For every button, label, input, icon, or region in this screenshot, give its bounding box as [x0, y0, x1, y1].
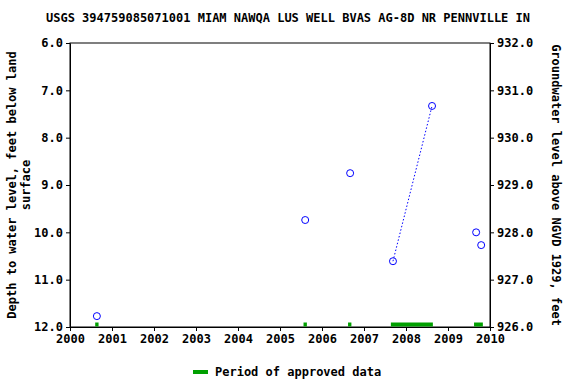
tick-label: 932.0 [497, 36, 533, 50]
chart: USGS 394759085071001 MIAM NAWQA LUS WELL… [0, 0, 576, 384]
tick-mark [66, 185, 70, 186]
approved-period [95, 323, 98, 327]
tick: 928.0 [490, 226, 533, 240]
tick-label: 2004 [224, 332, 253, 346]
tick-label: 931.0 [497, 84, 533, 98]
data-point [302, 217, 309, 224]
tick-mark [66, 138, 70, 139]
tick-label: 6.0 [41, 36, 63, 50]
tick-label: 2006 [308, 332, 337, 346]
tick-mark [406, 327, 407, 331]
x-axis: 2000200120022003200420052006200720082009… [56, 327, 505, 346]
tick-mark [322, 327, 323, 331]
tick: 2008 [392, 327, 421, 346]
approved-period [391, 323, 433, 327]
tick: 2009 [434, 327, 463, 346]
tick-label: 2005 [266, 332, 295, 346]
title: USGS 394759085071001 MIAM NAWQA LUS WELL… [46, 11, 530, 25]
tick-mark [490, 232, 494, 233]
y-axis-title: Depth to water level, feet below landsur… [5, 51, 33, 318]
tick-mark [490, 185, 494, 186]
tick: 6.0 [41, 36, 70, 50]
tick-label: 2003 [182, 332, 211, 346]
tick-mark [66, 280, 70, 281]
tick-mark [112, 327, 113, 331]
tick-mark [66, 327, 70, 328]
tick-mark [448, 327, 449, 331]
tick-label: 926.0 [497, 320, 533, 334]
tick-mark [490, 327, 494, 328]
tick-mark [66, 43, 70, 44]
data-point [478, 242, 485, 249]
tick-mark [196, 327, 197, 331]
series-line [393, 106, 432, 261]
tick-label: 7.0 [41, 84, 63, 98]
tick-mark [490, 90, 494, 91]
approved-period [474, 323, 483, 327]
tick: 932.0 [490, 36, 533, 50]
tick: 7.0 [41, 84, 70, 98]
data-point [429, 102, 436, 109]
tick-label: 929.0 [497, 178, 533, 192]
plot-area [93, 102, 484, 324]
tick: 12.0 [34, 320, 70, 334]
tick-mark [66, 90, 70, 91]
tick-mark [280, 327, 281, 331]
tick: 2007 [350, 327, 379, 346]
tick-mark [490, 43, 494, 44]
tick: 929.0 [490, 178, 533, 192]
tick: 2006 [308, 327, 337, 346]
tick: 11.0 [34, 273, 70, 287]
tick-label: 2001 [98, 332, 127, 346]
legend: Period of approved data [193, 365, 381, 379]
tick-label: 12.0 [34, 320, 63, 334]
tick-label: 2002 [140, 332, 169, 346]
tick: 931.0 [490, 84, 533, 98]
tick: 927.0 [490, 273, 533, 287]
tick-label: 8.0 [41, 131, 63, 145]
tick: 9.0 [41, 178, 70, 192]
y2-axis-title: Groundwater level above NGVD 1929, feet [549, 44, 563, 326]
tick: 930.0 [490, 131, 533, 145]
tick: 8.0 [41, 131, 70, 145]
tick: 2005 [266, 327, 295, 346]
data-point [93, 313, 100, 320]
y2-axis: 926.0 927.0 928.0 929.0 930.0 931.0 932.0 [490, 36, 533, 334]
y-axis-title-line: Depth to water level, feet below land [5, 51, 19, 318]
tick-label: 930.0 [497, 131, 533, 145]
tick-label: 927.0 [497, 273, 533, 287]
tick-label: 2008 [392, 332, 421, 346]
tick-mark [238, 327, 239, 331]
approved-period [304, 323, 307, 327]
tick-label: 928.0 [497, 226, 533, 240]
tick-label: 10.0 [34, 226, 63, 240]
tick-mark [490, 280, 494, 281]
y-axis-title-line: surface [19, 160, 33, 211]
approved-period [348, 323, 351, 327]
tick-label: 2007 [350, 332, 379, 346]
plot-frame [70, 43, 490, 327]
tick: 2004 [224, 327, 253, 346]
tick: 2001 [98, 327, 127, 346]
tick-label: 11.0 [34, 273, 63, 287]
tick-mark [364, 327, 365, 331]
tick-mark [66, 232, 70, 233]
tick-label: 9.0 [41, 178, 63, 192]
tick-mark [490, 138, 494, 139]
tick: 10.0 [34, 226, 70, 240]
axis-line [70, 44, 71, 328]
tick-label: 2009 [434, 332, 463, 346]
legend-label: Period of approved data [215, 365, 381, 379]
tick: 2002 [140, 327, 169, 346]
data-point [473, 229, 480, 236]
data-point [347, 170, 354, 177]
tick-mark [154, 327, 155, 331]
tick: 926.0 [490, 320, 533, 334]
y-axis: 6.0 7.0 8.0 9.0 10.0 11.0 12.0 [34, 36, 70, 334]
tick-mark [70, 327, 71, 331]
legend-swatch [193, 370, 208, 374]
tick: 2003 [182, 327, 211, 346]
